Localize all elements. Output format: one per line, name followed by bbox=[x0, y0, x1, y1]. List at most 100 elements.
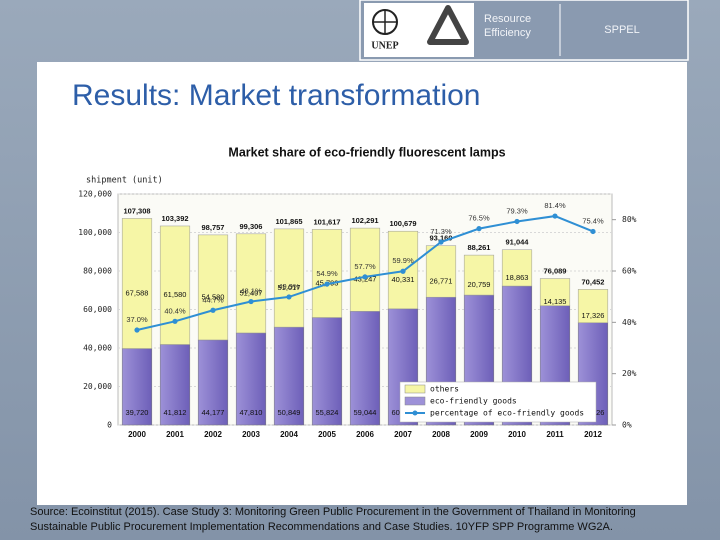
eco-label: 59,044 bbox=[354, 408, 377, 417]
percent-label: 40.4% bbox=[164, 306, 186, 315]
total-label: 102,291 bbox=[351, 216, 378, 225]
legend-label: eco-friendly goods bbox=[430, 397, 517, 406]
others-label: 20,759 bbox=[468, 280, 491, 289]
others-label: 54,580 bbox=[202, 292, 225, 301]
percent-label: 37.0% bbox=[126, 315, 148, 324]
legend-label: others bbox=[430, 385, 459, 394]
x-tick-label: 2010 bbox=[508, 430, 526, 439]
y-tick-label: 40,000 bbox=[83, 344, 112, 353]
y-tick-label: 120,000 bbox=[78, 190, 112, 199]
total-label: 70,452 bbox=[582, 277, 605, 286]
percent-label: 76.5% bbox=[468, 214, 490, 223]
others-label: 61,580 bbox=[164, 290, 187, 299]
total-label: 103,392 bbox=[161, 214, 188, 223]
eco-label: 41,812 bbox=[164, 408, 187, 417]
percent-point bbox=[400, 268, 406, 274]
eco-label: 39,720 bbox=[126, 408, 149, 417]
bar-others bbox=[197, 234, 229, 341]
percent-label: 57.7% bbox=[354, 262, 376, 271]
percent-label: 54.9% bbox=[316, 269, 338, 278]
bar-others bbox=[273, 228, 305, 328]
y2-tick-label: 80% bbox=[622, 215, 637, 224]
bar-eco bbox=[349, 311, 381, 426]
x-tick-label: 2006 bbox=[356, 430, 374, 439]
percent-point bbox=[210, 307, 216, 313]
total-label: 98,757 bbox=[202, 223, 225, 232]
y-tick-label: 80,000 bbox=[83, 267, 112, 276]
logo-text: UNEP bbox=[371, 40, 398, 51]
eco-label: 55,824 bbox=[316, 408, 339, 417]
y-tick-label: 60,000 bbox=[83, 305, 112, 314]
chart-title: Market share of eco-friendly fluorescent… bbox=[228, 145, 505, 159]
percent-label: 44.7% bbox=[202, 295, 224, 304]
percent-point bbox=[286, 294, 292, 300]
bar-others bbox=[349, 227, 381, 312]
percent-label: 59.9% bbox=[392, 256, 414, 265]
x-tick-label: 2011 bbox=[546, 430, 564, 439]
percent-label: 71.3% bbox=[430, 227, 452, 236]
y-tick-label: 0 bbox=[107, 421, 112, 430]
slide-title: Results: Market transformation bbox=[72, 79, 480, 112]
header-section: Resource Efficiency bbox=[484, 13, 534, 39]
percent-label: 49.9% bbox=[278, 282, 300, 291]
bar-others bbox=[235, 233, 267, 334]
total-label: 99,306 bbox=[240, 222, 263, 231]
percent-label: 75.4% bbox=[582, 216, 604, 225]
others-label: 18,863 bbox=[506, 273, 529, 282]
percent-point bbox=[552, 213, 558, 219]
total-label: 107,308 bbox=[123, 206, 150, 215]
logo-area bbox=[364, 3, 474, 57]
bar-others bbox=[425, 245, 457, 298]
bar-eco bbox=[235, 332, 267, 426]
others-label: 14,135 bbox=[544, 297, 567, 306]
percent-point bbox=[514, 218, 520, 225]
percent-point bbox=[362, 274, 368, 280]
percent-point bbox=[324, 281, 330, 287]
percent-point bbox=[476, 226, 482, 232]
y2-tick-label: 60% bbox=[622, 267, 637, 276]
x-tick-label: 2008 bbox=[432, 430, 450, 439]
bar-others bbox=[463, 254, 495, 296]
percent-point bbox=[172, 318, 178, 324]
x-tick-label: 2000 bbox=[128, 430, 146, 439]
eco-label: 47,810 bbox=[240, 408, 263, 417]
bar-others bbox=[539, 278, 571, 306]
percent-label: 81.4% bbox=[544, 201, 566, 210]
bar-eco bbox=[159, 344, 191, 426]
percent-label: 48.1% bbox=[240, 287, 262, 296]
x-tick-label: 2007 bbox=[394, 430, 412, 439]
legend-label: percentage of eco-friendly goods bbox=[430, 409, 584, 418]
eco-label: 44,177 bbox=[202, 408, 225, 417]
percent-point bbox=[248, 298, 254, 305]
source-line: Sustainable Public Procurement Implement… bbox=[30, 521, 613, 533]
x-tick-label: 2003 bbox=[242, 430, 260, 439]
bar-eco bbox=[121, 348, 153, 426]
y-axis-label: shipment (unit) bbox=[86, 176, 163, 186]
y-tick-label: 20,000 bbox=[83, 382, 112, 391]
legend-dot bbox=[412, 410, 418, 416]
others-label: 51,497 bbox=[240, 288, 263, 297]
bar-others bbox=[311, 229, 343, 318]
total-label: 101,617 bbox=[313, 217, 340, 226]
legend-swatch bbox=[404, 384, 426, 394]
others-label: 67,588 bbox=[126, 288, 149, 297]
y2-tick-label: 0% bbox=[622, 421, 632, 430]
recycle-icon bbox=[427, 5, 469, 45]
legend-swatch bbox=[404, 396, 426, 406]
x-tick-label: 2005 bbox=[318, 430, 336, 439]
total-label: 88,261 bbox=[468, 243, 491, 252]
legend-box bbox=[399, 381, 597, 423]
percent-point bbox=[134, 327, 140, 333]
total-label: 101,865 bbox=[275, 217, 302, 226]
bar-others bbox=[159, 225, 191, 345]
percent-label: 79.3% bbox=[506, 206, 528, 215]
percent-point bbox=[590, 228, 596, 235]
x-tick-label: 2001 bbox=[166, 430, 184, 439]
others-label: 40,331 bbox=[392, 275, 415, 284]
total-label: 91,044 bbox=[506, 238, 530, 247]
header-program: SPPEL bbox=[604, 24, 639, 36]
total-label: 93,160 bbox=[430, 234, 453, 243]
x-tick-label: 2002 bbox=[204, 430, 222, 439]
